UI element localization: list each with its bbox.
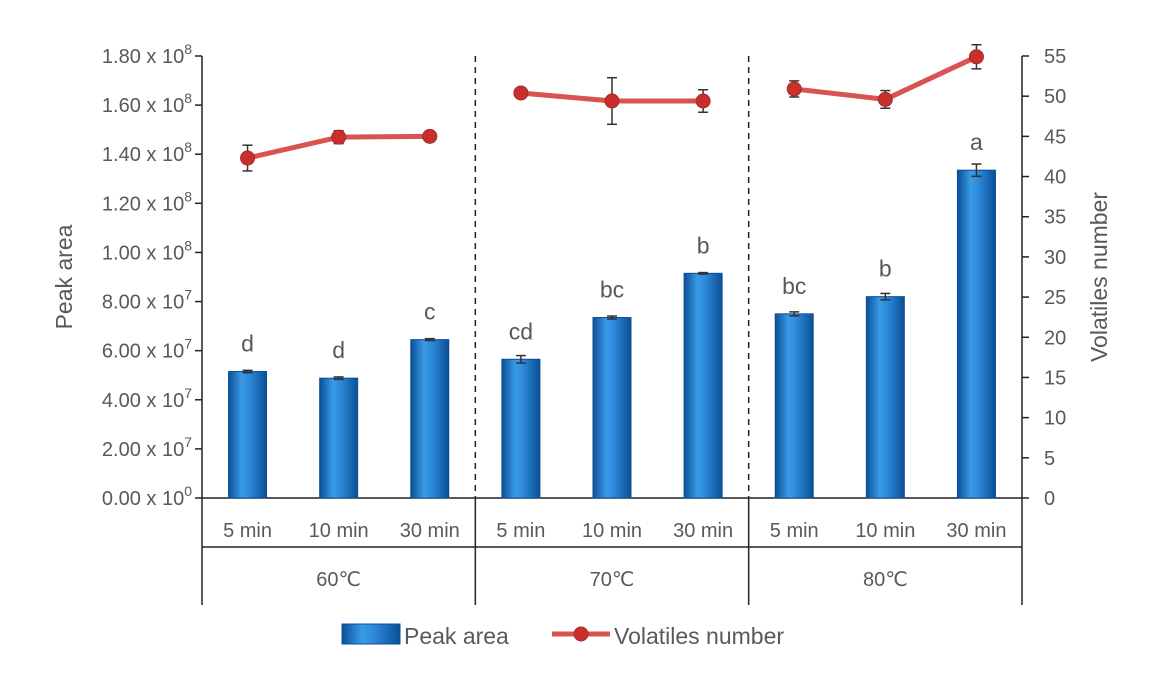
- right-tick-label: 25: [1044, 287, 1066, 309]
- right-tick-label: 55: [1044, 46, 1066, 68]
- significance-letter: bc: [600, 277, 624, 303]
- category-label: 5 min: [496, 520, 545, 542]
- significance-letter: b: [697, 232, 710, 258]
- left-tick-label: 1.80 x 108: [102, 41, 192, 68]
- bar: [319, 377, 359, 499]
- significance-letter: a: [970, 129, 983, 155]
- left-tick-label: 1.40 x 108: [102, 139, 192, 166]
- bar: [865, 296, 905, 499]
- significance-letter: cd: [509, 318, 533, 344]
- category-label: 30 min: [400, 520, 460, 542]
- volatiles-point: [422, 128, 438, 144]
- volatiles-point: [331, 129, 347, 145]
- volatiles-point: [786, 81, 802, 97]
- left-tick-label: 4.00 x 107: [102, 385, 192, 412]
- category-label: 30 min: [673, 520, 733, 542]
- significance-letter: bc: [782, 273, 806, 299]
- bar: [228, 371, 268, 499]
- volatiles-point: [513, 85, 529, 101]
- right-tick-label: 30: [1044, 247, 1066, 269]
- category-label: 30 min: [946, 520, 1006, 542]
- legend-label-volatiles: Volatiles number: [614, 623, 784, 649]
- left-tick-label: 0.00 x 100: [102, 483, 192, 510]
- left-tick-label: 2.00 x 107: [102, 434, 192, 461]
- right-axis-title: Volatiles number: [1086, 192, 1112, 362]
- volatiles-line: [240, 43, 984, 172]
- legend-marker-volatiles: [573, 626, 589, 642]
- bar: [956, 169, 996, 499]
- volatiles-point: [604, 93, 620, 109]
- left-tick-label: 1.60 x 108: [102, 90, 192, 117]
- category-label: 10 min: [309, 520, 369, 542]
- left-tick-label: 1.00 x 108: [102, 237, 192, 264]
- category-label: 5 min: [223, 520, 272, 542]
- group-label: 60℃: [316, 569, 361, 591]
- category-label: 10 min: [855, 520, 915, 542]
- group-label: 70℃: [590, 569, 635, 591]
- significance-letter: d: [332, 337, 345, 363]
- significance-letter: b: [879, 256, 892, 282]
- category-labels: 5 min 10 min 30 min 60℃ 5 min 10 min 30 min 70℃…: [223, 520, 1006, 591]
- legend: Peak area Volatiles number: [341, 623, 784, 649]
- category-label: 10 min: [582, 520, 642, 542]
- category-label: 5 min: [770, 520, 819, 542]
- right-axis-ticks: 0 5 10 15 20 25 30 35 40 45 50 55: [1022, 46, 1066, 510]
- right-tick-label: 40: [1044, 167, 1066, 189]
- right-tick-label: 35: [1044, 207, 1066, 229]
- volatiles-point: [877, 91, 893, 107]
- right-tick-label: 45: [1044, 126, 1066, 148]
- right-tick-label: 50: [1044, 86, 1066, 108]
- left-axis-title: Peak area: [51, 224, 77, 329]
- bar: [410, 339, 450, 499]
- bar: [683, 272, 723, 499]
- right-tick-label: 10: [1044, 408, 1066, 430]
- left-tick-label: 1.20 x 108: [102, 188, 192, 215]
- significance-letters: d d c cd bc b bc b a: [241, 129, 983, 363]
- left-tick-label: 6.00 x 107: [102, 336, 192, 363]
- right-tick-label: 15: [1044, 367, 1066, 389]
- significance-letter: d: [241, 331, 254, 357]
- right-tick-label: 5: [1044, 448, 1055, 470]
- left-axis-ticks: 0.00 x 100 2.00 x 107 4.00 x 107 6.00 x 107…: [102, 41, 202, 510]
- bar: [592, 317, 632, 499]
- left-tick-label: 8.00 x 107: [102, 287, 192, 314]
- volatiles-point: [695, 93, 711, 109]
- bars: [228, 163, 996, 499]
- bar: [774, 313, 814, 499]
- group-label: 80℃: [863, 569, 908, 591]
- volatiles-point: [968, 49, 984, 65]
- right-tick-label: 20: [1044, 327, 1066, 349]
- volatiles-point: [240, 150, 256, 166]
- legend-swatch-peak-area: [341, 623, 401, 645]
- legend-label-peak-area: Peak area: [404, 623, 509, 649]
- bar: [501, 358, 541, 499]
- right-tick-label: 0: [1044, 488, 1055, 510]
- significance-letter: c: [424, 299, 436, 325]
